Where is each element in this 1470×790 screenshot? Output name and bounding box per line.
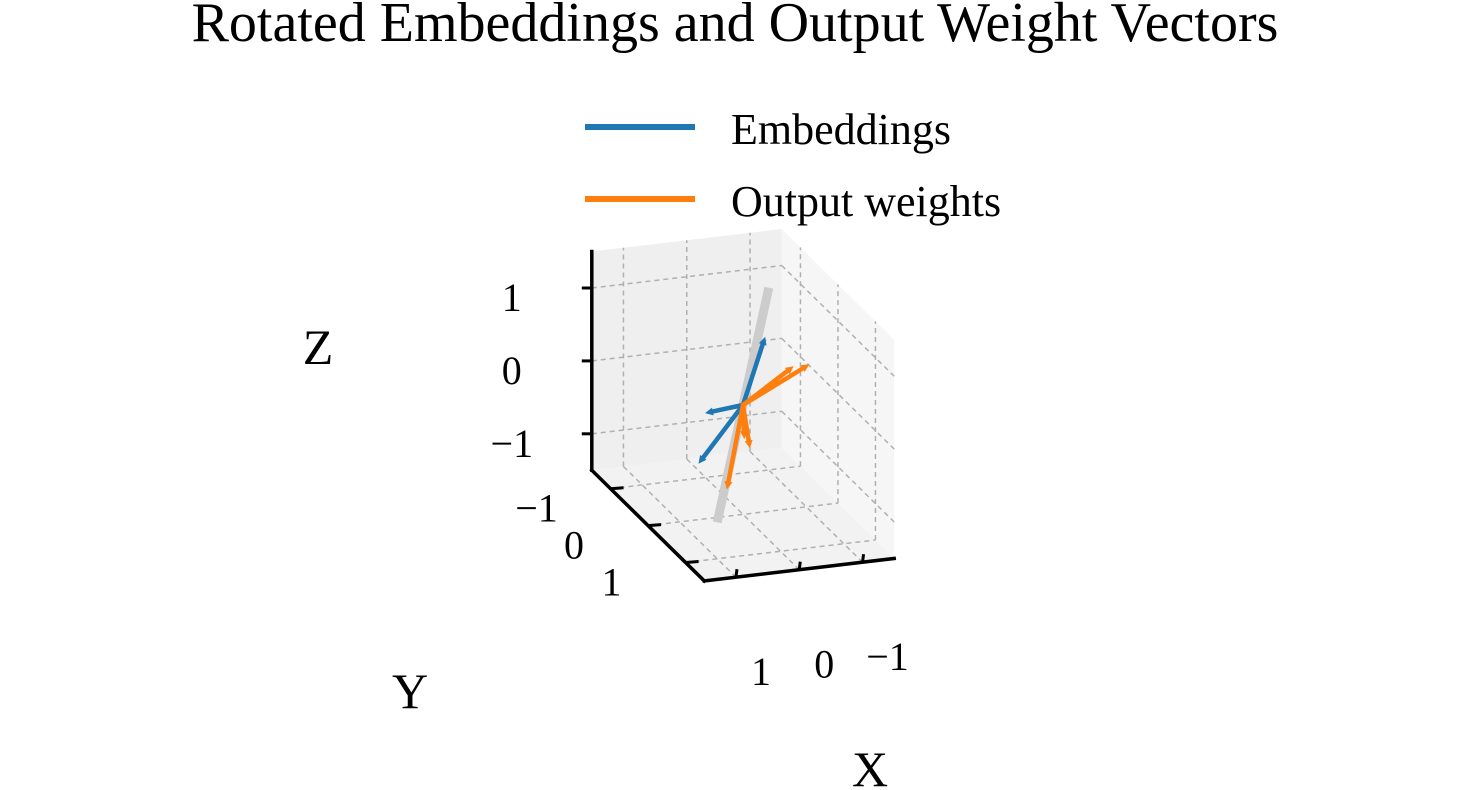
output-weight-vector-5-shaft	[740, 402, 747, 434]
x-tick-label: −1	[866, 634, 909, 679]
legend-label-output-weights: Output weights	[731, 177, 1002, 226]
chart-title: Rotated Embeddings and Output Weight Vec…	[191, 0, 1279, 54]
x-tick-label: 0	[814, 642, 834, 687]
legend-item-embeddings: Embeddings	[585, 100, 1055, 160]
legend-label-embeddings: Embeddings	[731, 105, 951, 154]
embedding-vector-2	[705, 402, 746, 416]
grid-lines	[591, 232, 895, 578]
output-weight-vector-4-head	[744, 439, 753, 449]
x-tick	[797, 561, 802, 570]
grid-line-floor-y	[610, 465, 801, 490]
legend-swatch-embeddings	[585, 124, 695, 130]
output-weight-vector-2-head	[800, 364, 810, 372]
embedding-vector-3-shaft	[701, 402, 746, 460]
vectors	[698, 336, 810, 490]
legend-swatch-output-weights	[585, 196, 695, 202]
floor-pane	[591, 447, 895, 581]
z-tick-label: 0	[502, 348, 522, 393]
embedding-vector-1-head	[758, 336, 767, 346]
y-tick-label: −1	[515, 486, 558, 531]
y-tick-label: 1	[602, 560, 622, 605]
embedding-vector-2-head	[705, 407, 714, 416]
z-axis-label: Z	[303, 319, 334, 375]
embedding-vector-3	[698, 402, 746, 464]
y-tick	[610, 486, 624, 491]
output-weight-vector-5-head	[740, 431, 748, 440]
x-tick-label: 1	[751, 649, 771, 694]
x-tick	[861, 554, 866, 563]
z-tick-label: −1	[491, 421, 534, 466]
y-axis-label: Y	[392, 663, 428, 719]
output-weight-vector-1-head	[784, 366, 794, 375]
y-tick	[647, 523, 662, 528]
legend: Embeddings Output weights	[585, 100, 1055, 240]
embedding-vector-2-shaft	[710, 402, 746, 414]
axis-lines	[581, 249, 897, 584]
embedding-vector-3-head	[698, 455, 707, 464]
x-axis-label: X	[852, 741, 888, 790]
embedding-vector-1	[740, 336, 767, 408]
output-weight-vector-3-head	[724, 480, 733, 490]
y-tick-label: 0	[564, 523, 584, 568]
output-weight-vector-3	[724, 402, 746, 490]
y-tick	[685, 560, 699, 564]
grid-line-floor-y	[647, 502, 839, 527]
z-tick-label: 1	[502, 275, 522, 320]
output-weight-vector-3-shaft	[726, 402, 746, 484]
x-tick	[734, 569, 739, 578]
output-weight-vector-2	[740, 364, 810, 408]
output-weight-vector-2-shaft	[740, 366, 805, 408]
output-weight-vector-5	[740, 402, 748, 440]
grid-line-back-z	[591, 264, 782, 289]
legend-item-output-weights: Output weights	[585, 172, 1055, 232]
grid-line-floor-y	[685, 539, 876, 564]
embedding-vector-1-shaft	[740, 342, 765, 408]
